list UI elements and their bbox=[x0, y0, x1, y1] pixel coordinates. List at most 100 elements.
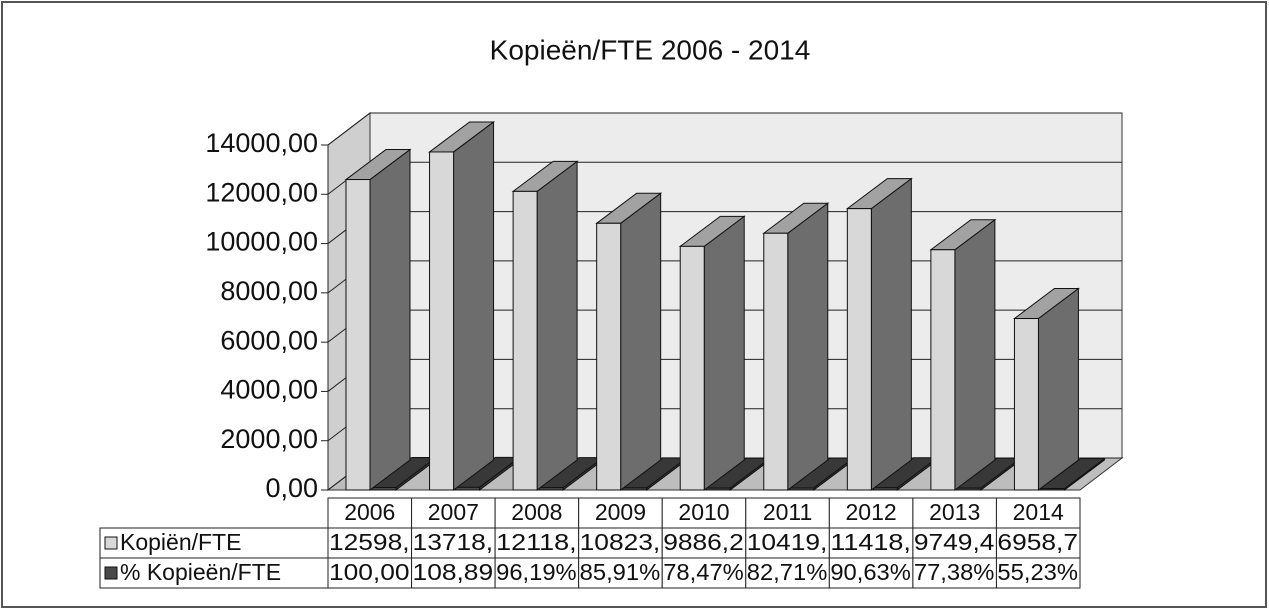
value-label: 77,38% bbox=[914, 559, 995, 585]
table-cell bbox=[99, 527, 329, 559]
bar-front bbox=[956, 487, 982, 491]
category-label: 2013 bbox=[929, 499, 980, 525]
bar bbox=[955, 457, 1023, 491]
category-label: 2008 bbox=[511, 499, 562, 525]
bar bbox=[678, 215, 746, 491]
y-tick-label: 4000,00 bbox=[220, 375, 318, 405]
bar bbox=[845, 177, 913, 491]
category-label: 2011 bbox=[763, 499, 812, 525]
value-label: 10419, bbox=[747, 529, 828, 555]
bar-front bbox=[455, 486, 481, 491]
table-cell bbox=[494, 527, 580, 559]
bar-front bbox=[512, 190, 538, 491]
value-label: 82,71% bbox=[747, 559, 828, 585]
table-cell bbox=[494, 557, 580, 589]
value-label: 6958,7 bbox=[997, 529, 1078, 555]
bar-front bbox=[1039, 488, 1065, 491]
bar-front bbox=[371, 487, 397, 491]
legend-label: Kopiën/FTE bbox=[120, 529, 241, 555]
bar-front bbox=[846, 208, 872, 491]
table-cell bbox=[828, 557, 914, 589]
value-label: 9886,2 bbox=[663, 529, 744, 555]
value-label: 13718, bbox=[413, 529, 494, 555]
grid-line bbox=[327, 112, 371, 146]
bar-front bbox=[872, 487, 898, 491]
value-label: 96,19% bbox=[496, 559, 577, 585]
bar bbox=[511, 160, 579, 491]
bar bbox=[929, 218, 997, 491]
value-label: 90,63% bbox=[830, 559, 911, 585]
value-label: 78,47% bbox=[663, 559, 744, 585]
table-cell bbox=[995, 557, 1081, 589]
bar-side bbox=[536, 160, 578, 491]
category-label: 2009 bbox=[595, 499, 646, 525]
category-label: 2014 bbox=[1013, 499, 1064, 525]
value-label: 11418, bbox=[830, 529, 911, 555]
bar-front bbox=[705, 487, 731, 491]
y-tick-label: 0,00 bbox=[265, 473, 318, 503]
value-label: 85,91% bbox=[580, 559, 661, 585]
table-cell bbox=[411, 527, 496, 559]
legend-label: % Kopieën/FTE bbox=[120, 559, 281, 585]
table-cell bbox=[327, 557, 413, 589]
value-label: 108,89 bbox=[413, 559, 494, 585]
y-tick-label: 14000,00 bbox=[205, 128, 318, 158]
y-tick-label: 8000,00 bbox=[220, 276, 318, 306]
bar-front bbox=[538, 487, 564, 491]
bar-side bbox=[870, 177, 912, 491]
category-label: 2010 bbox=[678, 499, 729, 525]
table-cell bbox=[745, 557, 830, 589]
y-tick-label: 10000,00 bbox=[205, 227, 318, 257]
bar bbox=[1012, 287, 1080, 491]
bar bbox=[762, 202, 830, 491]
table-cell bbox=[995, 527, 1081, 559]
bar bbox=[1038, 457, 1106, 491]
bar-side bbox=[703, 215, 745, 491]
table-cell bbox=[661, 497, 747, 529]
bar-side bbox=[1037, 287, 1079, 491]
value-label: 9749,4 bbox=[914, 529, 995, 555]
bar-front bbox=[763, 232, 789, 491]
table-cell bbox=[494, 497, 580, 529]
bar-side bbox=[453, 120, 495, 491]
category-label: 2012 bbox=[846, 499, 897, 525]
bar-front bbox=[789, 487, 815, 491]
bar-front bbox=[1013, 318, 1039, 491]
table-cell bbox=[327, 527, 413, 559]
legend-key bbox=[104, 536, 118, 550]
bar-front bbox=[596, 222, 622, 491]
table-cell bbox=[912, 527, 997, 559]
legend-key bbox=[104, 566, 118, 580]
table-cell bbox=[578, 527, 663, 559]
table-cell bbox=[912, 557, 997, 589]
bar-front bbox=[622, 487, 648, 491]
bar-side bbox=[620, 192, 662, 491]
table-cell bbox=[661, 557, 747, 589]
bar-front bbox=[930, 249, 956, 491]
bar-front bbox=[345, 179, 371, 491]
bar bbox=[344, 148, 412, 491]
bar-side bbox=[954, 218, 996, 491]
y-tick-label: 2000,00 bbox=[220, 424, 318, 454]
table-cell bbox=[99, 557, 329, 589]
y-tick-label: 12000,00 bbox=[205, 177, 318, 207]
table-cell bbox=[327, 497, 413, 529]
table-cell bbox=[411, 497, 496, 529]
bar bbox=[428, 120, 496, 491]
bar-front bbox=[679, 245, 705, 491]
value-label: 12118, bbox=[496, 529, 577, 555]
category-label: 2007 bbox=[428, 499, 479, 525]
chart-title: Kopieën/FTE 2006 - 2014 bbox=[490, 34, 811, 65]
y-tick-label: 6000,00 bbox=[220, 325, 318, 355]
value-label: 10823, bbox=[580, 529, 661, 555]
category-label: 2006 bbox=[344, 499, 395, 525]
bar-front bbox=[429, 151, 455, 491]
table-cell bbox=[828, 527, 914, 559]
table-cell bbox=[912, 497, 997, 529]
table-cell bbox=[578, 557, 663, 589]
value-label: 55,23% bbox=[997, 559, 1078, 585]
bar bbox=[595, 192, 663, 491]
value-label: 12598, bbox=[329, 529, 410, 555]
value-label: 100,00 bbox=[329, 559, 410, 585]
